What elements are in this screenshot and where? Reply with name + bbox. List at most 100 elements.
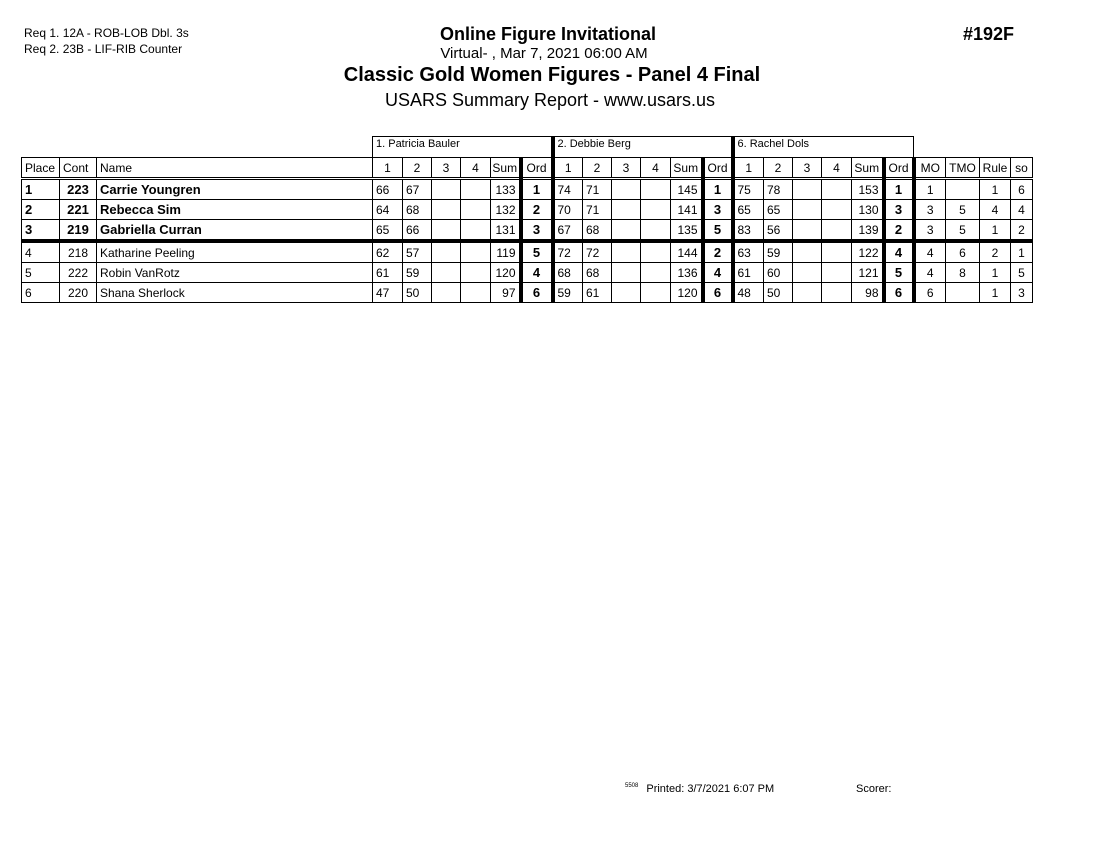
score-3-cell xyxy=(792,282,822,303)
place-cell: 1 xyxy=(21,178,60,200)
cont-cell: 218 xyxy=(59,239,97,263)
sum-cell: 135 xyxy=(670,219,703,242)
name-header: Name xyxy=(96,157,373,180)
judge-column-header: 1 xyxy=(730,157,764,180)
event-name: Online Figure Invitational xyxy=(439,24,657,44)
score-1-cell: 67 xyxy=(550,219,583,242)
table-row: 3 219 Gabriella Curran 65 66 131 3 67 68 135 5 83 56… xyxy=(21,219,1033,242)
rule-cell: 4 xyxy=(979,199,1011,220)
ordinal-cell: 2 xyxy=(518,199,553,220)
sum-cell: 131 xyxy=(490,219,521,242)
score-2-cell: 59 xyxy=(402,262,432,283)
cont-cell: 223 xyxy=(59,178,97,200)
ordinal-cell: 6 xyxy=(518,282,553,303)
score-4-cell xyxy=(460,219,491,242)
score-2-cell: 71 xyxy=(582,178,612,200)
judge-column-header: Sum xyxy=(670,157,703,180)
score-2-cell: 65 xyxy=(763,199,793,220)
cont-cell: 220 xyxy=(59,282,97,303)
ordinal-cell: 3 xyxy=(700,199,733,220)
rule-cell: 1 xyxy=(979,262,1011,283)
score-3-cell xyxy=(431,219,461,242)
score-4-cell xyxy=(460,262,491,283)
tmo-cell: 5 xyxy=(945,199,980,220)
judge-column-header: 4 xyxy=(821,157,852,180)
rule-cell: 2 xyxy=(979,239,1011,263)
score-4-cell xyxy=(640,178,671,200)
printed-info: 5508 Printed: 3/7/2021 6:07 PM xyxy=(625,783,774,795)
ordinal-cell: 1 xyxy=(518,178,553,200)
requirement-1: Req 1. 12A - ROB-LOB Dbl. 3s xyxy=(24,26,189,40)
ordinal-cell: 1 xyxy=(881,178,914,200)
score-1-cell: 68 xyxy=(550,262,583,283)
score-3-cell xyxy=(611,178,641,200)
judge-column-header: 2 xyxy=(402,157,432,180)
score-4-cell xyxy=(821,262,852,283)
name-cell: Katharine Peeling xyxy=(96,239,373,263)
spacer xyxy=(22,137,373,158)
score-1-cell: 72 xyxy=(550,239,583,263)
score-1-cell: 64 xyxy=(372,199,403,220)
score-2-cell: 56 xyxy=(763,219,793,242)
sum-cell: 133 xyxy=(490,178,521,200)
cont-cell: 221 xyxy=(59,199,97,220)
score-2-cell: 60 xyxy=(763,262,793,283)
judge-column-header: 4 xyxy=(640,157,671,180)
score-3-cell xyxy=(611,262,641,283)
score-4-cell xyxy=(640,262,671,283)
score-2-cell: 67 xyxy=(402,178,432,200)
mo-header: MO xyxy=(911,157,946,180)
score-4-cell xyxy=(640,239,671,263)
so-cell: 1 xyxy=(1010,239,1033,263)
event-title: Classic Gold Women Figures - Panel 4 Fin… xyxy=(343,64,761,86)
printed-timestamp: Printed: 3/7/2021 6:07 PM xyxy=(646,783,775,795)
table-row: 2 221 Rebecca Sim 64 68 132 2 70 71 141 3 65 65 130 3 3… xyxy=(21,199,1033,220)
score-1-cell: 48 xyxy=(730,282,764,303)
judge-column-header: 1 xyxy=(550,157,583,180)
judge-column-header: 2 xyxy=(582,157,612,180)
score-1-cell: 61 xyxy=(730,262,764,283)
score-1-cell: 66 xyxy=(372,178,403,200)
so-cell: 6 xyxy=(1010,178,1033,200)
judge-column-header: 2 xyxy=(763,157,793,180)
score-4-cell xyxy=(640,199,671,220)
tmo-cell xyxy=(945,282,980,303)
sum-cell: 130 xyxy=(851,199,884,220)
score-2-cell: 78 xyxy=(763,178,793,200)
score-1-cell: 47 xyxy=(372,282,403,303)
judge-column-header: Ord xyxy=(881,157,914,180)
so-cell: 5 xyxy=(1010,262,1033,283)
score-3-cell xyxy=(611,199,641,220)
event-number: #192F xyxy=(963,24,1015,44)
judge-column-header: 3 xyxy=(792,157,822,180)
score-1-cell: 65 xyxy=(372,219,403,242)
tmo-header: TMO xyxy=(945,157,980,180)
mo-cell: 3 xyxy=(911,219,946,242)
so-cell: 4 xyxy=(1010,199,1033,220)
table-row: 5 222 Robin VanRotz 61 59 120 4 68 68 136 4 61 60 121… xyxy=(21,262,1033,283)
score-2-cell: 72 xyxy=(582,239,612,263)
sum-cell: 98 xyxy=(851,282,884,303)
tmo-cell: 6 xyxy=(945,239,980,263)
sum-cell: 145 xyxy=(670,178,703,200)
score-2-cell: 50 xyxy=(763,282,793,303)
score-2-cell: 61 xyxy=(582,282,612,303)
score-4-cell xyxy=(821,219,852,242)
tmo-cell: 5 xyxy=(945,219,980,242)
score-2-cell: 68 xyxy=(582,219,612,242)
name-cell: Rebecca Sim xyxy=(96,199,373,220)
results-table: 1. Patricia Bauler 2. Debbie Berg 6. Rache… xyxy=(21,136,1033,303)
place-cell: 5 xyxy=(21,262,60,283)
sum-cell: 120 xyxy=(670,282,703,303)
cont-cell: 219 xyxy=(59,219,97,242)
judge-name: 6. Rachel Dols xyxy=(730,136,914,158)
rule-cell: 1 xyxy=(979,178,1011,200)
rule-header: Rule xyxy=(979,157,1011,180)
rule-cell: 1 xyxy=(979,282,1011,303)
score-2-cell: 68 xyxy=(402,199,432,220)
ordinal-cell: 5 xyxy=(881,262,914,283)
score-3-cell xyxy=(792,199,822,220)
score-3-cell xyxy=(431,239,461,263)
score-2-cell: 57 xyxy=(402,239,432,263)
